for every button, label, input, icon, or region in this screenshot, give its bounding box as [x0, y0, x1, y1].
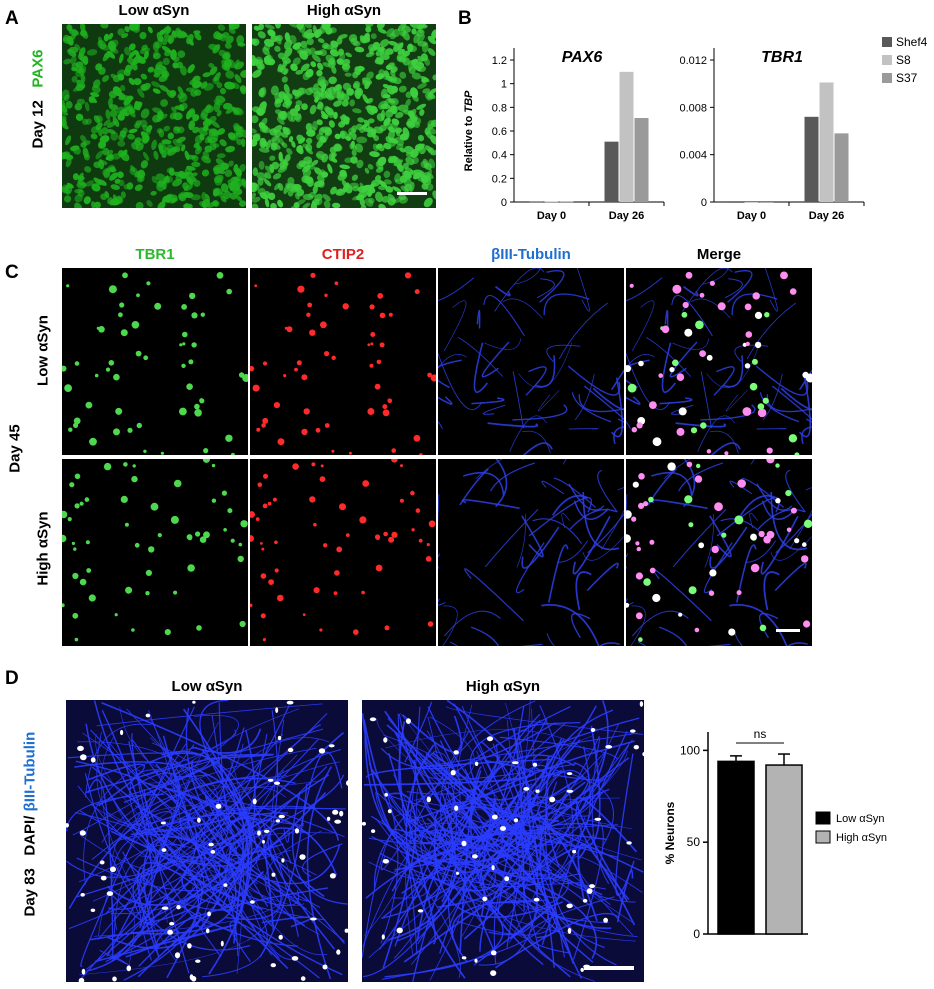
y-tick-label: 0.2	[492, 173, 507, 185]
y-tick-label: 0	[693, 927, 700, 941]
y-tick-label: 1	[501, 79, 507, 91]
panel-d-day: Day 83	[21, 868, 39, 917]
panel-d-row-label: Day 83 DAPI/ βIII-Tubulin	[21, 732, 39, 917]
panel-c-merge-high	[626, 459, 812, 646]
panel-c-row-low: Low αSyn	[34, 315, 52, 386]
panel-c-tub-low	[438, 268, 624, 455]
panel-a-letter: A	[5, 8, 19, 29]
panel-c-grid	[62, 268, 814, 646]
legend-label: High αSyn	[836, 832, 887, 844]
bar-low	[717, 760, 755, 935]
legend-label: S37	[896, 71, 918, 85]
micrograph-tub	[438, 268, 624, 455]
y-tick-label: 0.6	[492, 126, 507, 138]
panel-c-tbr1-high	[62, 459, 248, 646]
y-tick-label: 0.004	[679, 150, 707, 162]
neurons-high-image	[362, 700, 644, 982]
panel-c-col-tbr1: TBR1	[135, 246, 175, 263]
panel-b-letter: B	[458, 8, 472, 29]
panel-c-tbr1-low	[62, 268, 248, 455]
panel-c-col-ctip2: CTIP2	[321, 246, 365, 263]
bar-high	[765, 764, 803, 935]
bar-s8	[544, 201, 559, 203]
legend-label: S8	[896, 53, 911, 67]
panel-d-letter: D	[5, 668, 19, 689]
panel-a-row-label: Day 12 PAX6	[29, 50, 47, 149]
panel-b-charts: PAX6 0 0.2 0.4 0.6 0.8 1 1.2 Day 0 Day 26 Relative…	[463, 35, 928, 222]
legend-label: Shef4	[896, 35, 928, 49]
pax6-high-image	[252, 24, 436, 208]
bar-s37	[834, 133, 849, 202]
x-tick-label: Day 0	[737, 210, 766, 222]
pax6-low-image	[62, 24, 246, 208]
bar-shef4	[604, 141, 619, 202]
bar-s8	[619, 71, 634, 202]
scale-bar	[397, 192, 427, 195]
legend-swatch	[882, 55, 892, 65]
x-tick-label: Day 26	[609, 210, 644, 222]
legend-swatch	[815, 811, 831, 825]
y-tick-label: 0.4	[492, 150, 507, 162]
legend-label: Low αSyn	[836, 813, 885, 825]
y-tick-label: 0.012	[679, 55, 707, 67]
panel-a-marker: PAX6	[29, 49, 47, 88]
neurons-low-image	[66, 700, 348, 982]
panel-d-dapi: DAPI/	[21, 815, 39, 856]
panel-a-day: Day 12	[29, 100, 47, 149]
y-tick-label: 100	[680, 743, 700, 757]
panel-d-high-micrograph	[362, 700, 644, 982]
bar-s8	[819, 82, 834, 202]
micrograph-tub	[438, 459, 624, 646]
panel-c-letter: C	[5, 262, 19, 283]
y-tick-label: 1.2	[492, 55, 507, 67]
panel-a-col-low: Low αSyn	[118, 2, 190, 19]
y-tick-label: 0	[501, 197, 507, 209]
legend-swatch	[882, 73, 892, 83]
micrograph-tbr1	[62, 272, 248, 455]
bar-shef4	[729, 202, 744, 203]
panel-d-col-low: Low αSyn	[171, 678, 243, 695]
panel-c-tub-high	[438, 459, 624, 646]
bar-s37	[759, 202, 774, 203]
panel-d-tub: βIII-Tubulin	[21, 731, 39, 812]
panel-d-chart: 0 50 100 % Neurons ns Low αSyn High αSyn	[663, 727, 887, 941]
micrograph-merge	[626, 459, 812, 646]
micrograph-tbr1	[62, 459, 248, 642]
bar-shef4	[804, 116, 819, 202]
bar-s8	[744, 202, 759, 203]
panel-a-high-micrograph	[252, 24, 436, 208]
scale-bar-d	[584, 966, 634, 970]
panel-c-merge-low	[626, 268, 812, 455]
y-tick-label: 50	[687, 835, 701, 849]
panel-c-ctip2-low	[250, 268, 436, 455]
x-tick-label: Day 26	[809, 210, 844, 222]
panel-c-row-high: High αSyn	[34, 511, 52, 586]
y-tick-label: 0.8	[492, 102, 507, 114]
panel-a-col-high: High αSyn	[306, 2, 382, 19]
chart-title: PAX6	[562, 49, 603, 66]
y-tick-label: 0.008	[679, 102, 707, 114]
legend-swatch	[882, 37, 892, 47]
panel-c-ctip2-high	[250, 459, 436, 646]
significance-label: ns	[754, 727, 767, 741]
panel-c-col-tub: βIII-Tubulin	[491, 246, 571, 263]
chart-title: TBR1	[761, 49, 803, 66]
panel-a-low-micrograph	[62, 24, 246, 208]
scale-bar-c	[776, 629, 800, 632]
panel-c-day: Day 45	[6, 424, 24, 473]
panel-c-col-merge: Merge	[696, 246, 742, 263]
micrograph-ctip2	[250, 272, 436, 455]
panel-d-col-high: High αSyn	[465, 678, 541, 695]
micrograph-ctip2	[250, 459, 436, 642]
bar-shef4	[529, 201, 544, 203]
panel-d-low-micrograph	[66, 700, 348, 982]
y-axis-label: Relative to TBP	[463, 90, 475, 171]
bar-s37	[559, 201, 574, 203]
y-tick-label: 0	[701, 197, 707, 209]
legend-swatch	[815, 830, 831, 844]
micrograph-merge	[626, 268, 812, 455]
x-tick-label: Day 0	[537, 210, 566, 222]
bar-s37	[634, 117, 649, 202]
y-axis-label: % Neurons	[663, 801, 677, 864]
